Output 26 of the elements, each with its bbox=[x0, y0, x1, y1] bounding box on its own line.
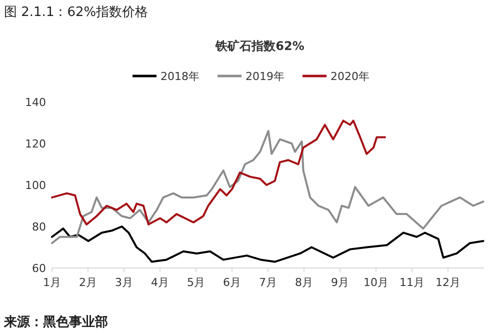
legend-label: 2019年 bbox=[246, 70, 284, 83]
x-tick-label: 9月 bbox=[331, 276, 349, 289]
x-tick-label: 2月 bbox=[79, 276, 97, 289]
y-tick-label: 100 bbox=[25, 179, 46, 192]
x-tick-label: 10月 bbox=[364, 276, 388, 289]
legend-label: 2020年 bbox=[330, 70, 370, 83]
x-tick-label: 12月 bbox=[436, 276, 460, 289]
line-series bbox=[51, 130, 484, 244]
y-tick-label: 140 bbox=[25, 96, 46, 109]
line-series bbox=[51, 120, 386, 226]
y-tick-label: 120 bbox=[25, 138, 46, 150]
line-series bbox=[51, 226, 484, 263]
legend-label: 2018年 bbox=[160, 70, 200, 83]
chart-title: 铁矿石指数62% bbox=[214, 39, 304, 53]
x-tick-label: 11月 bbox=[400, 276, 424, 289]
source-note: 来源：黑色事业部 bbox=[3, 314, 108, 330]
y-tick-label: 60 bbox=[32, 262, 46, 275]
caption: 图 2.1.1：62%指数价格 bbox=[4, 5, 148, 20]
x-tick-label: 5月 bbox=[187, 276, 205, 289]
x-tick-label: 3月 bbox=[115, 276, 133, 289]
x-tick-label: 1月 bbox=[43, 276, 61, 289]
x-tick-label: 8月 bbox=[295, 276, 313, 289]
x-tick-label: 7月 bbox=[259, 276, 277, 289]
x-tick-label: 4月 bbox=[151, 276, 169, 289]
x-tick-label: 6月 bbox=[223, 276, 241, 289]
y-tick-label: 80 bbox=[32, 220, 46, 234]
